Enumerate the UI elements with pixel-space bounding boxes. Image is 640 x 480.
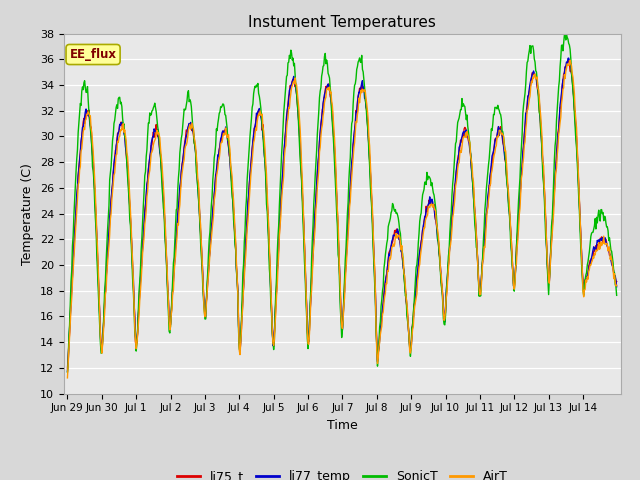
SonicT <box>63 370 71 375</box>
li77_temp <box>128 245 136 251</box>
SonicT <box>128 256 136 262</box>
li75_t <box>429 204 437 210</box>
li75_t <box>565 58 573 64</box>
SonicT <box>429 190 437 196</box>
SonicT <box>277 168 285 174</box>
AirT <box>566 58 574 63</box>
AirT <box>613 283 621 288</box>
Text: EE_flux: EE_flux <box>70 48 116 61</box>
Line: SonicT: SonicT <box>67 35 617 372</box>
AirT <box>229 189 237 195</box>
li75_t <box>613 279 621 285</box>
SonicT <box>229 198 237 204</box>
Y-axis label: Temperature (C): Temperature (C) <box>22 163 35 264</box>
AirT <box>429 201 437 207</box>
li75_t <box>229 195 237 201</box>
li77_temp <box>399 255 406 261</box>
AirT <box>256 108 264 114</box>
Line: AirT: AirT <box>67 60 617 378</box>
li75_t <box>63 366 71 372</box>
li75_t <box>256 111 264 117</box>
li77_temp <box>277 201 285 206</box>
Legend: li75_t, li77_temp, SonicT, AirT: li75_t, li77_temp, SonicT, AirT <box>172 465 513 480</box>
AirT <box>277 213 285 219</box>
li77_temp <box>565 55 573 61</box>
li77_temp <box>229 195 237 201</box>
AirT <box>63 375 71 381</box>
li77_temp <box>429 203 437 209</box>
AirT <box>399 253 406 259</box>
Title: Instument Temperatures: Instument Temperatures <box>248 15 436 30</box>
SonicT <box>399 251 406 256</box>
li77_temp <box>63 369 71 374</box>
li77_temp <box>613 284 621 289</box>
Line: li75_t: li75_t <box>67 61 617 369</box>
li75_t <box>399 257 406 263</box>
li75_t <box>128 246 136 252</box>
SonicT <box>613 292 621 298</box>
SonicT <box>561 32 569 37</box>
SonicT <box>256 98 264 104</box>
li75_t <box>277 197 285 203</box>
AirT <box>128 243 136 249</box>
Line: li77_temp: li77_temp <box>67 58 617 372</box>
li77_temp <box>256 112 264 118</box>
X-axis label: Time: Time <box>327 419 358 432</box>
